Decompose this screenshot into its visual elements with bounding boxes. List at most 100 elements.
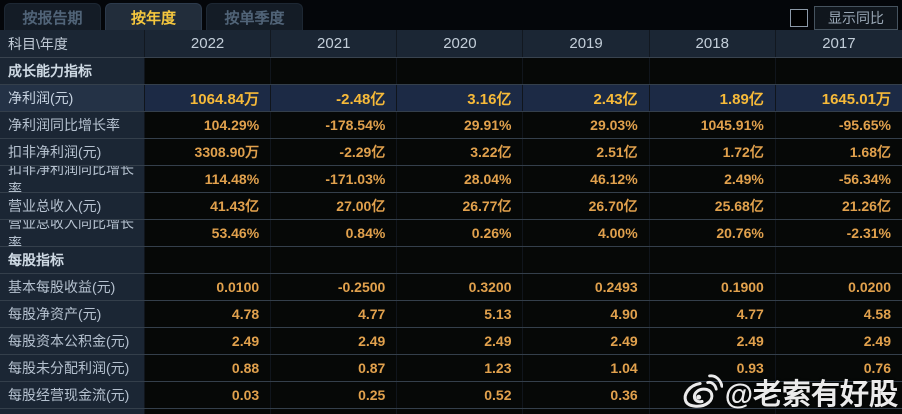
- row-label: 营业总收入(元): [0, 193, 145, 219]
- tab-by-single-quarter[interactable]: 按单季度: [206, 3, 303, 30]
- cell-value: [397, 247, 524, 273]
- cell-value: [649, 58, 776, 84]
- table-row[interactable]: 每股指标: [0, 247, 902, 274]
- row-label: 扣非净利润同比增长率: [0, 166, 145, 192]
- cell-value: [271, 247, 398, 273]
- row-label: 净利润(元): [0, 85, 145, 111]
- cell-value: 0.25: [271, 382, 398, 408]
- cell-value: 21.26亿: [775, 193, 902, 219]
- tab-by-year[interactable]: 按年度: [105, 3, 202, 30]
- cell-value: 29.91%: [397, 112, 524, 138]
- row-label: 营业总收入同比增长率: [0, 220, 145, 246]
- tab-by-report-period[interactable]: 按报告期: [4, 3, 101, 30]
- cell-value: 1.04: [523, 355, 650, 381]
- cell-value: 28.04%: [397, 166, 524, 192]
- year-header-2022[interactable]: 2022: [145, 30, 272, 57]
- cell-value: [775, 58, 902, 84]
- cell-value: 0.0200: [775, 274, 902, 300]
- row-label: 每股经营现金流(元): [0, 382, 145, 408]
- cell-value: 4.90: [523, 301, 650, 327]
- cell-value: -178.54%: [271, 112, 398, 138]
- row-label: 净利润同比增长率: [0, 112, 145, 138]
- cell-value: 5.13: [397, 301, 524, 327]
- year-header-2017[interactable]: 2017: [822, 35, 856, 52]
- cell-value: 20.76%: [649, 220, 776, 246]
- partial-row: [0, 409, 902, 414]
- cell-value: 0.84%: [271, 220, 398, 246]
- cell-value: [145, 247, 272, 273]
- cell-value: 2.49: [775, 328, 902, 354]
- year-header-2019[interactable]: 2019: [523, 30, 650, 57]
- cell-value: -171.03%: [271, 166, 398, 192]
- cell-value: 0.52: [397, 382, 524, 408]
- cell-value: 114.48%: [145, 166, 272, 192]
- cell-value: 0.3200: [397, 274, 524, 300]
- cell-value: 4.00%: [523, 220, 650, 246]
- cell-value: -2.31%: [775, 220, 902, 246]
- cell-value: 0.88: [145, 355, 272, 381]
- show-yoy-label[interactable]: 显示同比: [814, 6, 898, 30]
- cell-value: 2.49: [145, 328, 272, 354]
- cell-value: -95.65%: [775, 112, 902, 138]
- cell-value: 41.43亿: [145, 193, 272, 219]
- cell-value: 0.26%: [397, 220, 524, 246]
- table-row[interactable]: 基本每股收益(元) 0.0100 -0.2500 0.3200 0.2493 0…: [0, 274, 902, 301]
- cell-value: -56.34%: [775, 166, 902, 192]
- table-row[interactable]: 扣非净利润同比增长率 114.48% -171.03% 28.04% 46.12…: [0, 166, 902, 193]
- cell-value: 0.03: [145, 382, 272, 408]
- table-row[interactable]: 扣非净利润(元) 3308.90万 -2.29亿 3.22亿 2.51亿 1.7…: [0, 139, 902, 166]
- cell-value: 1645.01万: [775, 85, 902, 111]
- table-row[interactable]: 净利润同比增长率 104.29% -178.54% 29.91% 29.03% …: [0, 112, 902, 139]
- row-label: 每股未分配利润(元): [0, 355, 145, 381]
- year-header-2021[interactable]: 2021: [271, 30, 398, 57]
- cell-value: [397, 58, 524, 84]
- cell-value: 4.77: [271, 301, 398, 327]
- table-row[interactable]: 营业总收入同比增长率 53.46% 0.84% 0.26% 4.00% 20.7…: [0, 220, 902, 247]
- period-tabbar: 按报告期 按年度 按单季度 显示同比: [0, 0, 902, 30]
- cell-value: 3.22亿: [397, 139, 524, 165]
- row-label: 成长能力指标: [0, 58, 145, 84]
- cell-value: 4.78: [145, 301, 272, 327]
- cell-value: 104.29%: [145, 112, 272, 138]
- table-row[interactable]: 每股经营现金流(元) 0.03 0.25 0.52 0.36: [0, 382, 902, 409]
- table-row[interactable]: 每股资本公积金(元) 2.49 2.49 2.49 2.49 2.49 2.49: [0, 328, 902, 355]
- table-header-row: 科目\年度 2022 2021 2020 2019 2018 2017: [0, 30, 902, 58]
- cell-value: 29.03%: [523, 112, 650, 138]
- cell-value: 0.1900: [649, 274, 776, 300]
- table-row[interactable]: 净利润(元) 1064.84万 -2.48亿 3.16亿 2.43亿 1.89亿…: [0, 85, 902, 112]
- cell-value: -0.2500: [271, 274, 398, 300]
- cell-value: [775, 382, 902, 408]
- cell-value: 1064.84万: [145, 85, 272, 111]
- row-label: 每股指标: [0, 247, 145, 273]
- cell-value: 2.43亿: [523, 85, 650, 111]
- row-label: 每股资本公积金(元): [0, 328, 145, 354]
- table-row[interactable]: 成长能力指标: [0, 58, 902, 85]
- cell-value: 25.68亿: [649, 193, 776, 219]
- row-label: 每股净资产(元): [0, 301, 145, 327]
- cell-value: [523, 247, 650, 273]
- cell-value: 3.16亿: [397, 85, 524, 111]
- cell-value: 4.58: [775, 301, 902, 327]
- cell-value: 2.49: [649, 328, 776, 354]
- table-row[interactable]: 营业总收入(元) 41.43亿 27.00亿 26.77亿 26.70亿 25.…: [0, 193, 902, 220]
- cell-value: 0.0100: [145, 274, 272, 300]
- cell-value: 3308.90万: [145, 139, 272, 165]
- year-header-2018[interactable]: 2018: [650, 30, 776, 57]
- corner-header: 科目\年度: [0, 30, 145, 57]
- table-row[interactable]: 每股净资产(元) 4.78 4.77 5.13 4.90 4.77 4.58: [0, 301, 902, 328]
- cell-value: 1.72亿: [649, 139, 776, 165]
- cell-value: [775, 247, 902, 273]
- show-yoy-checkbox[interactable]: [790, 9, 808, 27]
- cell-value: 0.2493: [523, 274, 650, 300]
- cell-value: -2.48亿: [271, 85, 398, 111]
- cell-value: 0.93: [649, 355, 776, 381]
- cell-value: 0.76: [775, 355, 902, 381]
- cell-value: 2.51亿: [523, 139, 650, 165]
- yoy-controls: 显示同比: [790, 6, 902, 30]
- year-header-2020[interactable]: 2020: [397, 30, 524, 57]
- cell-value: 2.49: [523, 328, 650, 354]
- table-row[interactable]: 每股未分配利润(元) 0.88 0.87 1.23 1.04 0.93 0.76: [0, 355, 902, 382]
- cell-value: [271, 58, 398, 84]
- cell-value: 2.49%: [649, 166, 776, 192]
